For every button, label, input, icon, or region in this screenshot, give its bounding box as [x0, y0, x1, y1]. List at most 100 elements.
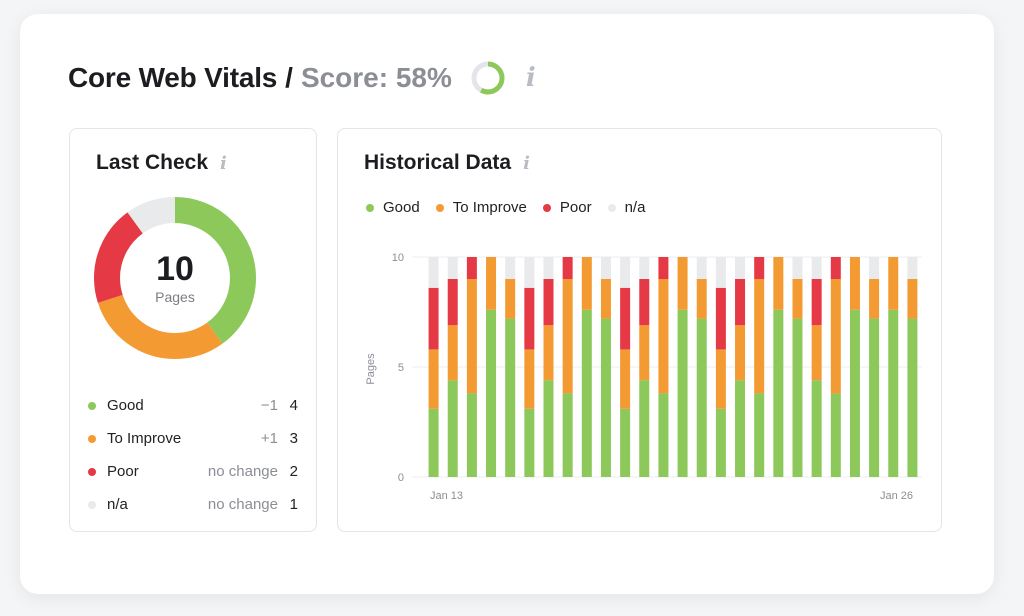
bar-n-a-2[interactable]: [447, 257, 458, 279]
bar-poor-1[interactable]: [428, 287, 439, 350]
legend-row-poor[interactable]: Poor no change 2: [88, 455, 298, 488]
bar-n-a-12[interactable]: [639, 257, 650, 279]
bar-to-improve-26[interactable]: [907, 279, 918, 319]
bar-n-a-21[interactable]: [811, 257, 822, 279]
bar-poor-11[interactable]: [620, 287, 631, 350]
bar-good-5[interactable]: [505, 318, 516, 477]
bar-good-16[interactable]: [715, 408, 726, 477]
bar-good-10[interactable]: [600, 318, 611, 477]
bar-good-23[interactable]: [849, 309, 860, 477]
bar-good-3[interactable]: [466, 393, 477, 477]
donut-slice-to-improve[interactable]: [94, 197, 256, 359]
bar-to-improve-10[interactable]: [600, 279, 611, 319]
bar-n-a-11[interactable]: [620, 257, 631, 288]
bar-to-improve-6[interactable]: [524, 349, 535, 409]
legend-item-to-improve[interactable]: To Improve: [435, 199, 527, 216]
bar-good-24[interactable]: [869, 318, 880, 477]
bar-good-19[interactable]: [773, 309, 784, 477]
bar-n-a-24[interactable]: [869, 257, 880, 279]
bar-good-18[interactable]: [754, 393, 765, 477]
bar-to-improve-7[interactable]: [543, 325, 554, 381]
bar-poor-16[interactable]: [715, 287, 726, 350]
bar-poor-2[interactable]: [447, 279, 458, 326]
bar-to-improve-19[interactable]: [773, 257, 784, 310]
bar-good-14[interactable]: [677, 309, 688, 477]
bar-n-a-26[interactable]: [907, 257, 918, 279]
bar-to-improve-15[interactable]: [696, 279, 707, 319]
bar-to-improve-2[interactable]: [447, 325, 458, 381]
info-icon[interactable]: i: [525, 63, 536, 93]
legend-count: 2: [289, 463, 298, 480]
bar-poor-18[interactable]: [754, 257, 765, 279]
bar-good-9[interactable]: [581, 309, 592, 477]
legend-change: no change: [207, 463, 278, 480]
bar-n-a-5[interactable]: [505, 257, 516, 279]
bar-good-2[interactable]: [447, 380, 458, 477]
bar-good-1[interactable]: [428, 408, 439, 477]
bar-to-improve-17[interactable]: [735, 325, 746, 381]
legend-row-to-improve[interactable]: To Improve +1 3: [88, 422, 298, 455]
bar-to-improve-11[interactable]: [620, 349, 631, 409]
bar-good-25[interactable]: [888, 309, 899, 477]
bar-n-a-16[interactable]: [715, 257, 726, 288]
bar-good-26[interactable]: [907, 318, 918, 477]
bar-to-improve-24[interactable]: [869, 279, 880, 319]
bar-good-17[interactable]: [735, 380, 746, 477]
page-title: Core Web Vitals: [68, 62, 278, 93]
bar-good-21[interactable]: [811, 380, 822, 477]
bar-good-7[interactable]: [543, 380, 554, 477]
bar-to-improve-3[interactable]: [466, 279, 477, 394]
legend-row-na[interactable]: n/a no change 1: [88, 488, 298, 521]
donut-slice-n-a[interactable]: [94, 197, 256, 359]
bar-poor-13[interactable]: [658, 257, 669, 279]
bar-poor-7[interactable]: [543, 279, 554, 326]
bar-to-improve-23[interactable]: [849, 257, 860, 310]
legend-name: Poor: [107, 463, 139, 480]
bar-good-22[interactable]: [830, 393, 841, 477]
bar-poor-22[interactable]: [830, 257, 841, 279]
bar-good-13[interactable]: [658, 393, 669, 477]
bar-to-improve-21[interactable]: [811, 325, 822, 381]
bar-to-improve-14[interactable]: [677, 257, 688, 310]
bar-good-12[interactable]: [639, 380, 650, 477]
bar-to-improve-8[interactable]: [562, 279, 573, 394]
legend-item-good[interactable]: Good: [366, 199, 420, 216]
bar-n-a-1[interactable]: [428, 257, 439, 288]
bar-good-20[interactable]: [792, 318, 803, 477]
bar-to-improve-9[interactable]: [581, 257, 592, 310]
bar-good-11[interactable]: [620, 408, 631, 477]
last-check-title: Last Check: [96, 151, 209, 174]
bar-good-6[interactable]: [524, 408, 535, 477]
bar-n-a-10[interactable]: [600, 257, 611, 279]
bar-good-8[interactable]: [562, 393, 573, 477]
bar-n-a-20[interactable]: [792, 257, 803, 279]
bar-poor-21[interactable]: [811, 279, 822, 326]
bar-n-a-7[interactable]: [543, 257, 554, 279]
bar-n-a-17[interactable]: [735, 257, 746, 279]
bar-to-improve-1[interactable]: [428, 349, 439, 409]
bar-poor-17[interactable]: [735, 279, 746, 326]
bar-n-a-6[interactable]: [524, 257, 535, 288]
bar-to-improve-4[interactable]: [486, 257, 497, 310]
bar-to-improve-18[interactable]: [754, 279, 765, 394]
historical-info-icon[interactable]: i: [523, 152, 530, 174]
bar-to-improve-16[interactable]: [715, 349, 726, 409]
bar-poor-6[interactable]: [524, 287, 535, 350]
bar-good-4[interactable]: [486, 309, 497, 477]
bar-poor-8[interactable]: [562, 257, 573, 279]
bar-to-improve-25[interactable]: [888, 257, 899, 310]
bar-to-improve-12[interactable]: [639, 325, 650, 381]
bar-to-improve-13[interactable]: [658, 279, 669, 394]
legend-row-good[interactable]: Good −1 4: [88, 389, 298, 422]
legend-item-poor[interactable]: Poor: [542, 199, 592, 216]
bar-good-15[interactable]: [696, 318, 707, 477]
bar-to-improve-20[interactable]: [792, 279, 803, 319]
donut-slice-poor[interactable]: [94, 197, 256, 359]
bar-to-improve-22[interactable]: [830, 279, 841, 394]
bar-to-improve-5[interactable]: [505, 279, 516, 319]
legend-item-na[interactable]: n/a: [607, 199, 645, 216]
bar-n-a-15[interactable]: [696, 257, 707, 279]
last-check-info-icon[interactable]: i: [220, 152, 227, 174]
bar-poor-12[interactable]: [639, 279, 650, 326]
bar-poor-3[interactable]: [466, 257, 477, 279]
